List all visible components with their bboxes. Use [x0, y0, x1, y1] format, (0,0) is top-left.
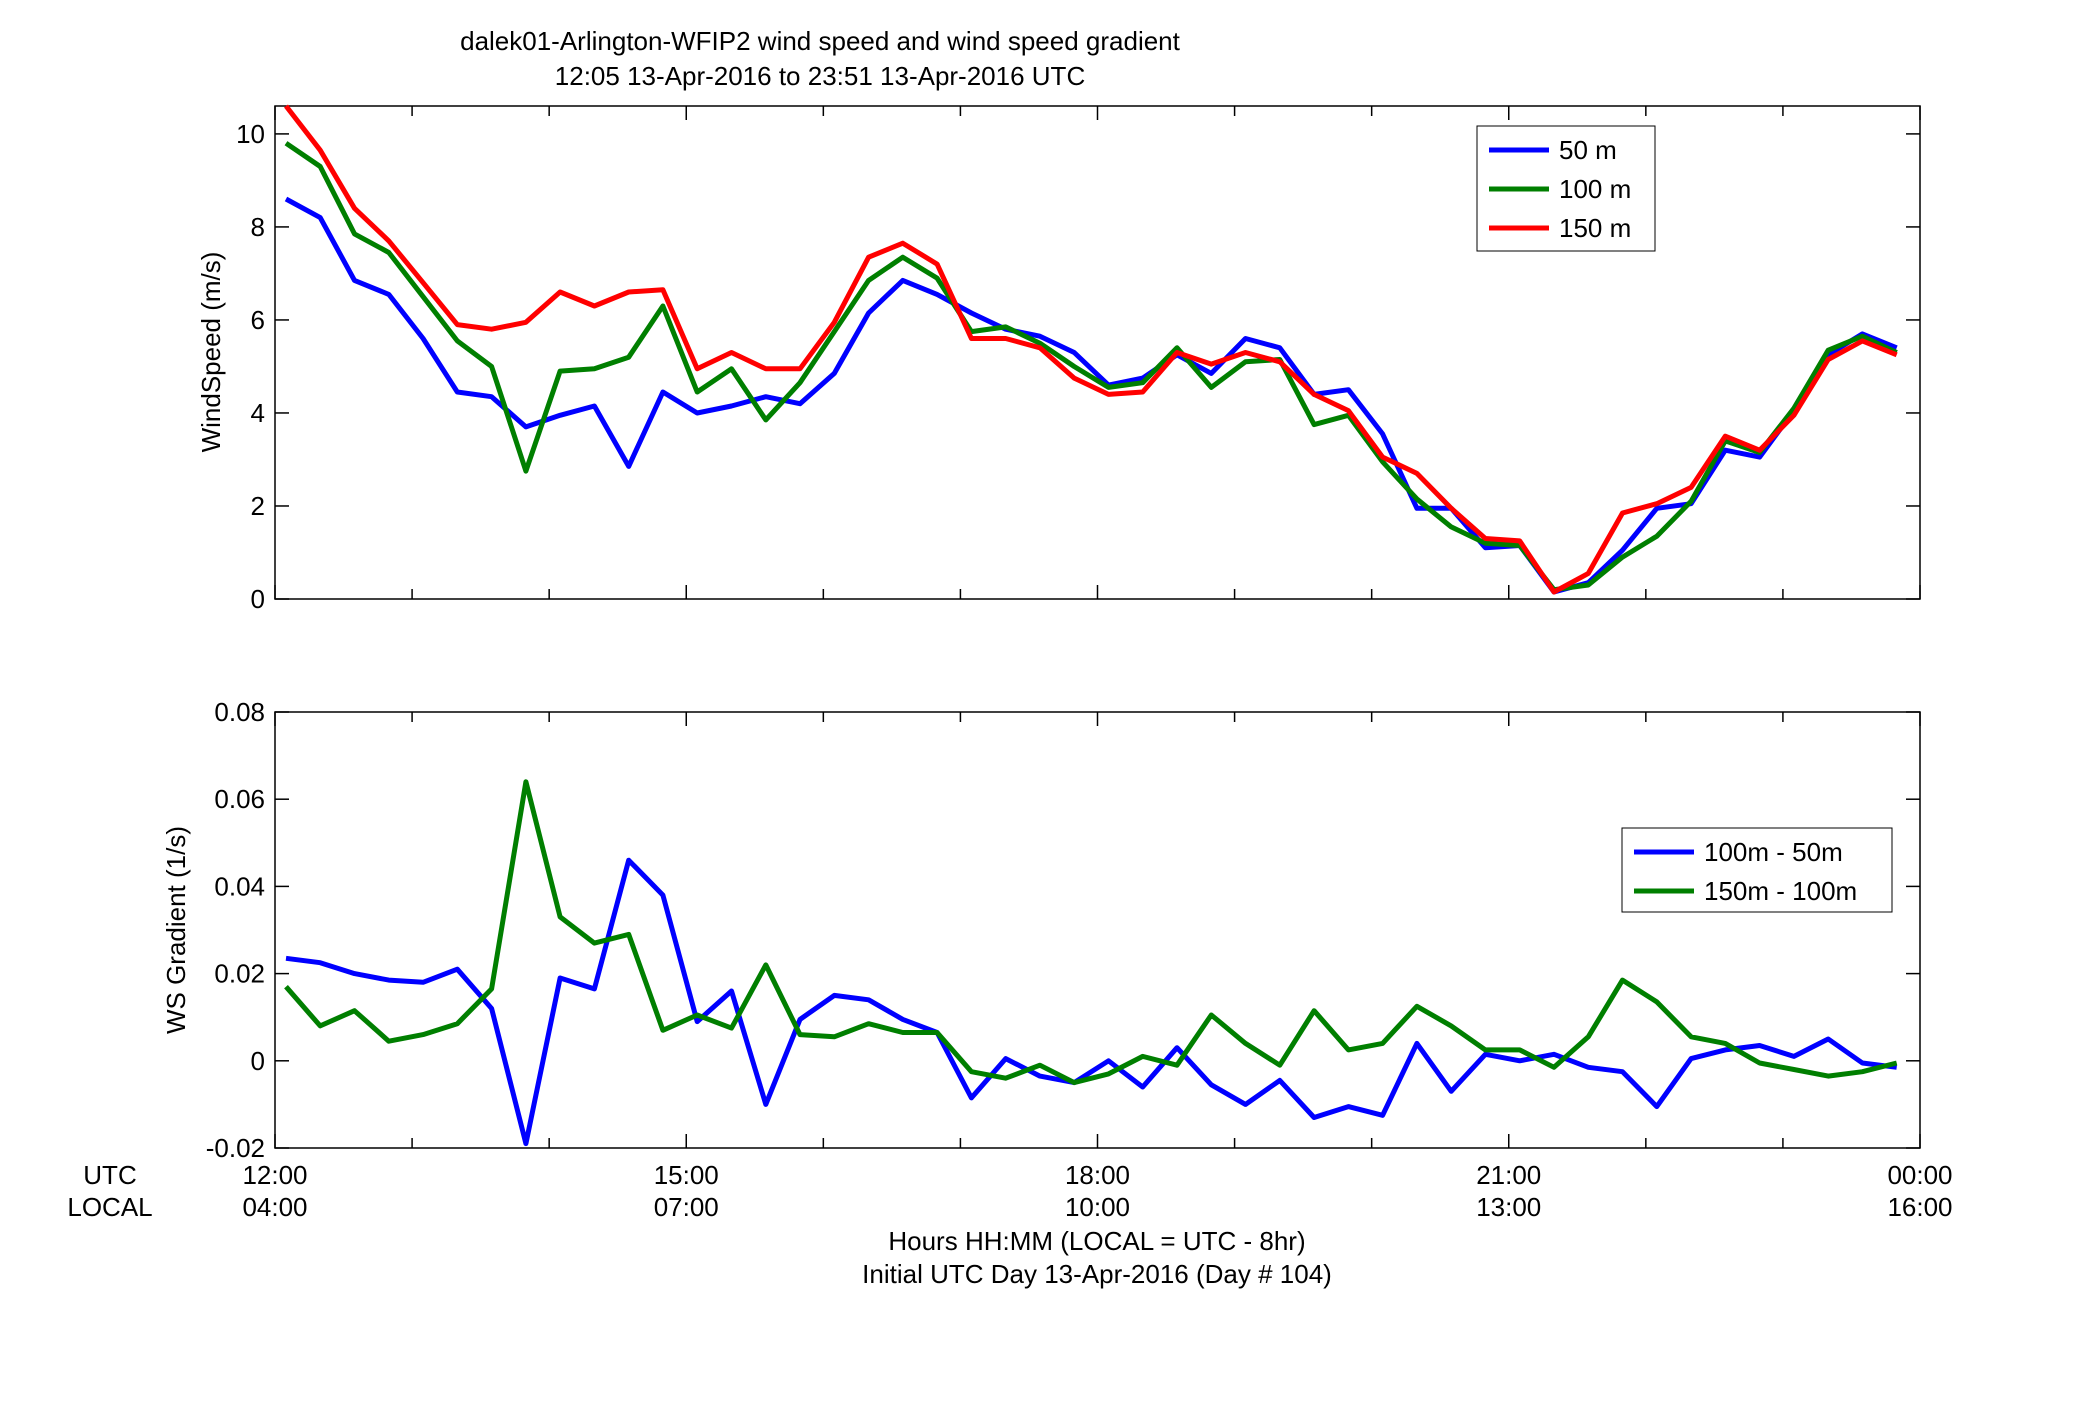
utc-tick-label: 15:00: [654, 1160, 719, 1190]
utc-tick-label: 18:00: [1065, 1160, 1130, 1190]
windspeed-legend: 50 m 100 m 150 m: [1476, 125, 1656, 252]
gradient-series: [284, 779, 1898, 1147]
windspeed-x-ticks: [274, 106, 1921, 599]
series-line-150m-100m: [284, 779, 1898, 1086]
windspeed-y-tick-label: 2: [251, 491, 265, 521]
legend-label: 100m - 50m: [1704, 837, 1843, 867]
figure-title-line1: dalek01-Arlington-WFIP2 wind speed and w…: [460, 26, 1181, 56]
local-tick-label: 13:00: [1476, 1192, 1541, 1222]
windspeed-y-ticks: 0 2 4 6 8 10: [236, 119, 1920, 614]
local-tick-label: 16:00: [1887, 1192, 1952, 1222]
windspeed-y-tick-label: 0: [251, 584, 265, 614]
windspeed-panel: 0 2 4 6 8 10 WindSpeed (m/s) 50 m 100 m 150 m: [196, 104, 1921, 614]
windspeed-y-axis-label: WindSpeed (m/s): [196, 252, 226, 453]
gradient-y-tick-label: 0.06: [214, 784, 265, 814]
utc-tick-label: 21:00: [1476, 1160, 1541, 1190]
x-axis-label-line1: Hours HH:MM (LOCAL = UTC - 8hr): [888, 1226, 1305, 1256]
local-row-label: LOCAL: [67, 1192, 152, 1222]
utc-tick-label: 00:00: [1887, 1160, 1952, 1190]
gradient-panel: -0.02 0 0.02 0.04 0.06 0.08 WS Gradient (1/s)…: [161, 697, 1921, 1163]
legend-label: 150m - 100m: [1704, 876, 1857, 906]
utc-row-label: UTC: [83, 1160, 136, 1190]
gradient-y-tick-label: 0.02: [214, 959, 265, 989]
gradient-y-tick-label: 0.04: [214, 871, 265, 901]
gradient-y-tick-label: -0.02: [206, 1133, 265, 1163]
utc-tick-label: 12:00: [242, 1160, 307, 1190]
local-tick-labels: 04:00 07:00 10:00 13:00 16:00: [242, 1192, 1952, 1222]
series-line-150-m: [284, 104, 1898, 595]
local-tick-label: 04:00: [242, 1192, 307, 1222]
local-tick-label: 07:00: [654, 1192, 719, 1222]
series-line-100-m: [284, 141, 1898, 593]
gradient-legend: 100m - 50m 150m - 100m: [1621, 827, 1893, 913]
utc-tick-labels: 12:00 15:00 18:00 21:00 00:00: [242, 1160, 1952, 1190]
windspeed-y-tick-label: 4: [251, 398, 265, 428]
figure-title-line2: 12:05 13-Apr-2016 to 23:51 13-Apr-2016 U…: [555, 61, 1085, 91]
gradient-legend-box: [1621, 827, 1893, 913]
windspeed-series: [284, 104, 1898, 595]
gradient-y-tick-label: 0: [251, 1046, 265, 1076]
local-tick-label: 10:00: [1065, 1192, 1130, 1222]
legend-label: 50 m: [1559, 135, 1617, 165]
gradient-y-axis-label: WS Gradient (1/s): [161, 826, 191, 1034]
x-axis-label-line2: Initial UTC Day 13-Apr-2016 (Day # 104): [862, 1259, 1332, 1289]
gradient-x-ticks: [274, 712, 1921, 1148]
series-line-50-m: [284, 196, 1898, 595]
gradient-y-tick-label: 0.08: [214, 697, 265, 727]
legend-label: 150 m: [1559, 213, 1631, 243]
windspeed-y-tick-label: 8: [251, 212, 265, 242]
windspeed-axes-box: [274, 105, 1921, 600]
series-line-100m-50m: [285, 857, 1898, 1147]
legend-label: 100 m: [1559, 174, 1631, 204]
windspeed-y-tick-label: 6: [251, 305, 265, 335]
windspeed-y-tick-label: 10: [236, 119, 265, 149]
gradient-y-ticks: -0.02 0 0.02 0.04 0.06 0.08: [206, 697, 1920, 1163]
